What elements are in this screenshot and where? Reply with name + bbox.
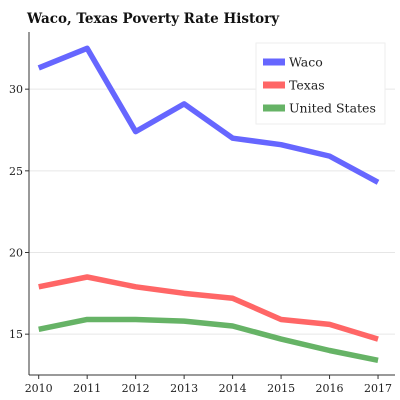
x-tick-label: 2016 xyxy=(316,382,344,395)
y-tick-label: 30 xyxy=(9,83,23,96)
y-tick-label: 15 xyxy=(9,328,23,341)
y-tick-label: 25 xyxy=(9,165,23,178)
legend-swatch-texas xyxy=(263,81,285,89)
x-tick-label: 2015 xyxy=(267,382,295,395)
series-line-texas xyxy=(38,274,379,342)
axes: 15 20 25 30 2010 2011 2012 2013 2014 2015 2016 2017 xyxy=(9,32,395,395)
legend-label-waco: Waco xyxy=(289,55,323,70)
legend: Waco Texas United States xyxy=(255,42,386,125)
chart-title: Waco, Texas Poverty Rate History xyxy=(26,11,280,27)
series-group xyxy=(37,45,380,363)
legend-label-united-states: United States xyxy=(289,101,376,116)
x-tick-label: 2010 xyxy=(25,382,53,395)
legend-swatch-waco xyxy=(263,58,285,66)
x-tick-label: 2012 xyxy=(122,382,150,395)
legend-label-texas: Texas xyxy=(289,78,325,93)
x-tick-label: 2011 xyxy=(73,382,101,395)
x-tick-label: 2014 xyxy=(219,382,247,395)
x-tick-label: 2013 xyxy=(170,382,198,395)
x-tick-label: 2017 xyxy=(364,382,392,395)
legend-swatch-united-states xyxy=(263,104,285,112)
y-tick-label: 20 xyxy=(9,247,23,260)
series-line-united-states xyxy=(38,316,379,363)
series-line-waco xyxy=(37,45,380,185)
